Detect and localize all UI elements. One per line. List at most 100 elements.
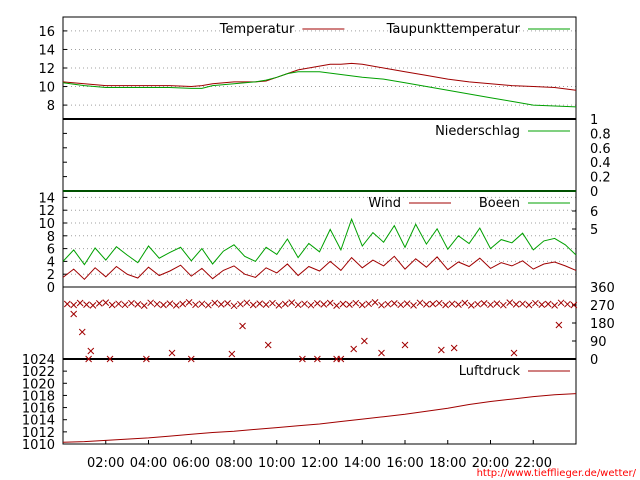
legend-label: Taupunkttemperatur (386, 22, 521, 37)
credit-link[interactable]: http://www.tiefflieger.de/wetter/ (477, 468, 637, 479)
legend-label: Luftdruck (459, 364, 521, 379)
wind-direction-point (525, 301, 533, 309)
wind-direction-point (140, 302, 148, 309)
wind-direction-point (166, 300, 174, 307)
wind-direction-point (153, 300, 161, 308)
wind-direction-point (350, 345, 358, 353)
y2-tick-label: 270 (590, 299, 615, 314)
wind-direction-point (448, 300, 456, 308)
wind-direction-point (314, 300, 321, 307)
legend-label: Temperatur (219, 22, 295, 37)
wind-direction-point (397, 301, 405, 309)
wind-direction-point (442, 301, 449, 309)
x-tick-label: 08:00 (215, 456, 252, 471)
wind-direction-point (89, 302, 97, 309)
wind-direction-point (346, 301, 353, 308)
y-tick-label: 1022 (22, 365, 55, 380)
wind-direction-point (474, 300, 482, 308)
y-tick-label: 12 (38, 204, 55, 219)
series-layer (62, 62, 578, 443)
y-tick-label: 0.6 (590, 142, 611, 157)
wind-direction-point (557, 299, 565, 307)
y2-tick-label: 6 (590, 205, 598, 220)
wind-direction-point (95, 300, 103, 307)
y-tick-label: 8 (47, 230, 55, 245)
wind-direction-point (450, 344, 458, 352)
series-line-wind-1 (62, 217, 577, 266)
series-line-temperature-1 (62, 71, 577, 108)
x-tick-label: 22:00 (515, 456, 552, 471)
wind-direction-point (339, 300, 347, 308)
y-tick-label: 16 (38, 25, 55, 40)
y-tick-label: 1020 (22, 377, 55, 392)
wind-direction-point (256, 300, 264, 307)
wind-direction-point (128, 299, 135, 307)
wind-direction-point (85, 355, 93, 363)
x-tick-label: 06:00 (173, 456, 210, 471)
wind-direction-point (544, 300, 552, 308)
y2-tick-label: 180 (590, 317, 615, 332)
y-tick-label: 1018 (22, 389, 55, 404)
wind-direction-point (172, 302, 180, 309)
y-tick-label: 0 (47, 281, 55, 296)
y-tick-label: 14 (38, 191, 55, 206)
wind-direction-point (506, 299, 514, 306)
x-tick-label: 18:00 (429, 456, 466, 471)
series-line-pressure-0 (62, 393, 577, 443)
wind-direction-point (230, 302, 238, 310)
wind-direction-point (390, 300, 398, 307)
wind-direction-point (333, 302, 340, 309)
wind-direction-point (435, 299, 443, 307)
wind-direction-point (487, 301, 494, 309)
legend-label: Boeen (479, 196, 520, 211)
wind-direction-point (70, 301, 78, 309)
wind-direction-point (555, 321, 563, 329)
y2-tick-label: 360 (590, 281, 615, 296)
x-tick-label: 12:00 (301, 456, 338, 471)
wind-direction-point (237, 300, 244, 308)
wind-direction-point (106, 355, 114, 363)
wind-direction-point (510, 349, 518, 357)
wind-direction-point (301, 300, 308, 308)
wind-direction-point (134, 301, 142, 308)
y-tick-label: 1016 (22, 402, 55, 417)
y-tick-label: 0.2 (590, 171, 611, 186)
tick-labels: 02:00 04:00 06:00 08:00 10:00 12:00 14:00 16:00… (22, 25, 615, 471)
legends: Taupunkttemperatur Temperatur Niederschlag… (219, 22, 570, 379)
wind-direction-point (299, 355, 306, 363)
wind-direction-point (83, 301, 90, 308)
wind-direction-point (239, 322, 246, 330)
wind-direction-point (76, 299, 84, 307)
wind-direction-point (423, 301, 430, 308)
wind-direction-point (410, 302, 417, 309)
y2-tick-label: 0 (590, 353, 598, 368)
wind-direction-point (499, 301, 507, 309)
wind-direction-point (275, 302, 283, 309)
wind-direction-point (121, 301, 129, 309)
grid-layer (63, 30, 576, 360)
wind-direction-point (358, 301, 366, 309)
wind-direction-point (192, 301, 199, 309)
panel-frames (62, 16, 577, 445)
series-line-wind-0 (62, 255, 577, 281)
y-tick-label: 0 (590, 185, 598, 200)
wind-direction-point (371, 299, 379, 306)
wind-direction-point (429, 300, 437, 308)
x-tick-label: 04:00 (130, 456, 167, 471)
wind-direction-point (467, 302, 475, 309)
y-tick-label: 1014 (22, 414, 55, 429)
x-tick-label: 10:00 (258, 456, 295, 471)
wind-direction-point (147, 299, 154, 307)
wind-direction-point (211, 299, 219, 307)
wind-direction-point (403, 300, 411, 307)
plot-frame (62, 16, 577, 445)
wind-direction-point (519, 300, 526, 308)
y2-tick-label: 5 (590, 223, 598, 238)
wind-direction-point (228, 350, 236, 358)
wind-direction-point (168, 349, 176, 357)
wind-direction-point (87, 347, 95, 355)
wind-direction-point (378, 301, 385, 309)
wind-direction-point (288, 299, 296, 306)
